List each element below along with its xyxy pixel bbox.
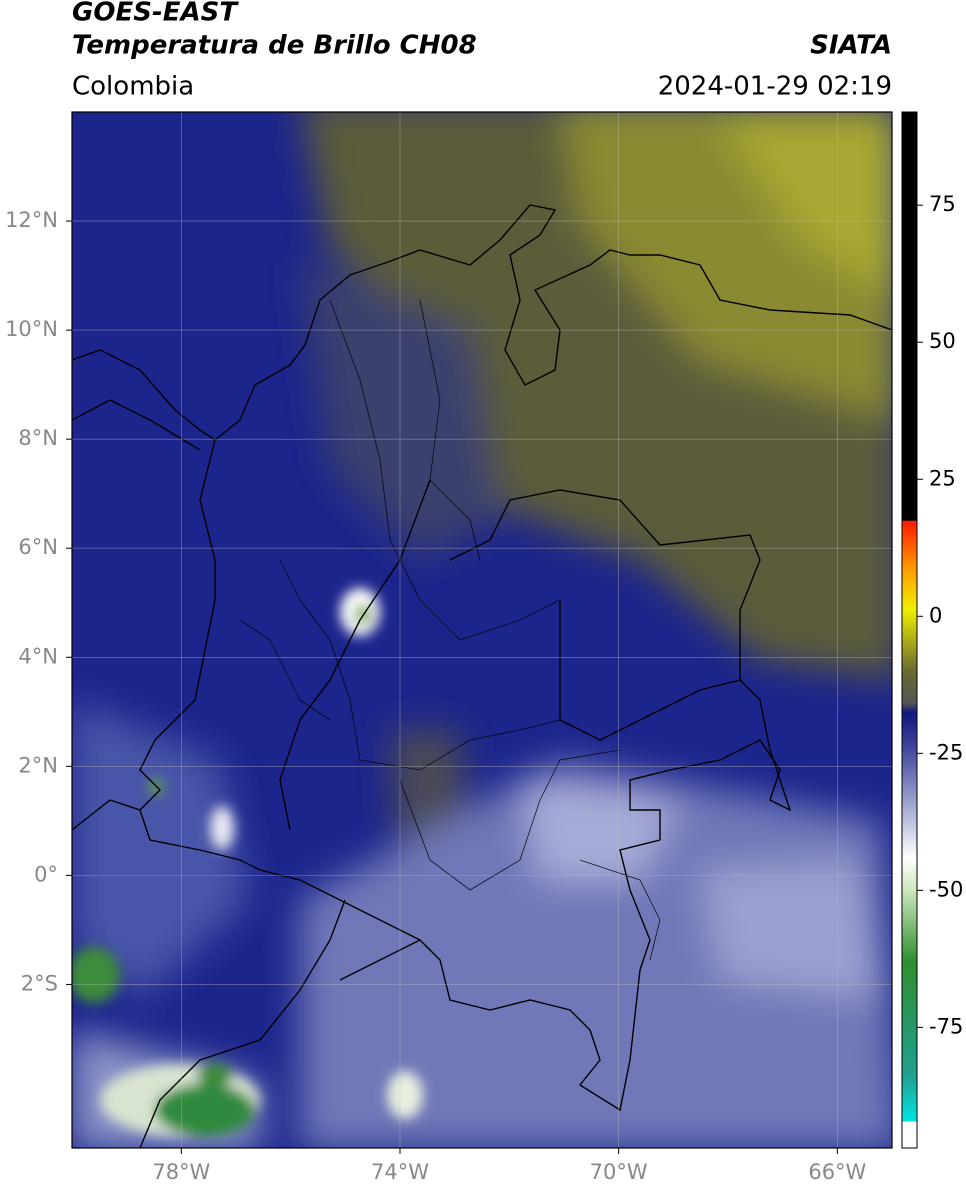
colorbar-tick-label: 75: [929, 192, 956, 216]
x-tick-label: 70°W: [590, 1160, 648, 1184]
colorbar-axis: 75 50 25 0 -25 -50 -75: [917, 192, 963, 1038]
y-tick-label: 12°N: [5, 208, 58, 232]
map-frame: [71, 111, 893, 1149]
y-tick-label: 2°N: [18, 753, 58, 777]
datetime: 2024-01-29 02:19: [658, 72, 892, 102]
x-tick-label: 74°W: [371, 1160, 429, 1184]
source: SIATA: [810, 31, 892, 61]
satellite: GOES-EAST: [72, 0, 239, 28]
x-tick-label: 66°W: [808, 1160, 866, 1184]
map-grid: 78°W 74°W 70°W 66°W 12°N 10°N 8°N 6°N 4°N 2°N 0° 2°…: [5, 112, 892, 1184]
colorbar: [901, 111, 918, 1149]
colorbar-tick-label: 50: [929, 329, 956, 353]
y-tick-label: 4°N: [18, 644, 58, 668]
product: Temperatura de Brillo CH08: [72, 31, 477, 61]
y-tick-label: 8°N: [18, 426, 58, 450]
y-tick-label: 6°N: [18, 535, 58, 559]
colorbar-tick-label: -75: [929, 1014, 963, 1038]
colorbar-tick-label: -25: [929, 740, 963, 764]
y-tick-label: 0°: [34, 862, 58, 886]
colorbar-tick-label: -50: [929, 877, 963, 901]
x-tick-label: 78°W: [152, 1160, 210, 1184]
colorbar-tick-label: 25: [929, 466, 956, 490]
y-tick-label: 2°S: [21, 971, 58, 995]
colorbar-tick-label: 0: [929, 603, 942, 627]
y-tick-label: 10°N: [5, 317, 58, 341]
region: Colombia: [72, 72, 194, 102]
satellite-image: [72, 112, 892, 1148]
